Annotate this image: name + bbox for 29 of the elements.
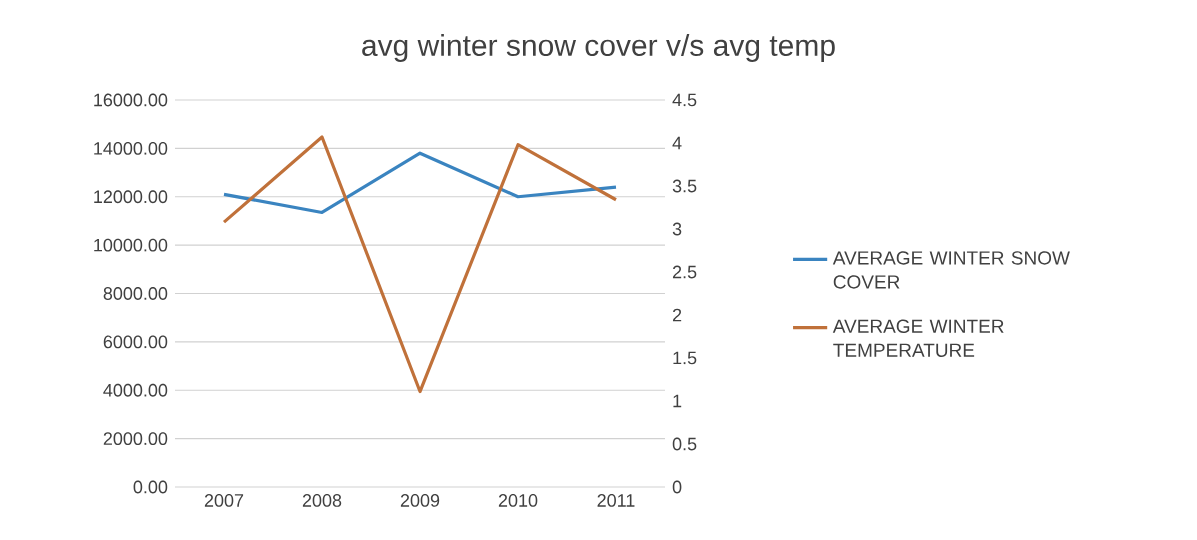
- y-tick-label: 0.00: [133, 480, 168, 494]
- y-tick-label: 6000.00: [103, 335, 168, 349]
- x-tick-label: 2008: [302, 494, 342, 507]
- legend-label: AVERAGE WINTER SNOW COVER: [832, 251, 1070, 289]
- y-tick-label: 8000.00: [103, 287, 168, 300]
- chart-title: avg winter snow cover v/s avg temp: [362, 34, 835, 62]
- x-tick-label: 2011: [597, 494, 635, 507]
- y-tick-label: 12000.00: [94, 190, 168, 204]
- x-tick-label: 2007: [204, 494, 244, 507]
- y-tick-label: 16000.00: [94, 93, 168, 107]
- y2-tick-label: 4: [672, 136, 682, 150]
- y2-tick-label: 2: [672, 308, 682, 322]
- x-tick-label: 2010: [498, 494, 538, 507]
- y2-tick-label: 0: [672, 480, 682, 494]
- y2-tick-label: 1: [673, 394, 682, 408]
- y-tick-label: 2000.00: [103, 432, 168, 446]
- y2-tick-label: 4.5: [672, 93, 697, 107]
- legend-label: AVERAGE WINTER TEMPERATURE: [832, 319, 1004, 357]
- y2-tick-label: 1.5: [673, 351, 697, 365]
- y2-tick-label: 3.5: [672, 179, 697, 193]
- y-tick-label: 10000.00: [94, 238, 168, 252]
- y-tick-label: 4000.00: [103, 383, 168, 397]
- y2-tick-label: 0.5: [672, 437, 697, 451]
- line-series: [222, 151, 618, 215]
- line-series: [222, 135, 618, 394]
- x-tick-label: 2009: [400, 494, 440, 507]
- y-tick-label: 14000.00: [94, 141, 168, 155]
- y2-tick-label: 2.5: [672, 265, 697, 279]
- y2-tick-label: 3: [672, 222, 682, 236]
